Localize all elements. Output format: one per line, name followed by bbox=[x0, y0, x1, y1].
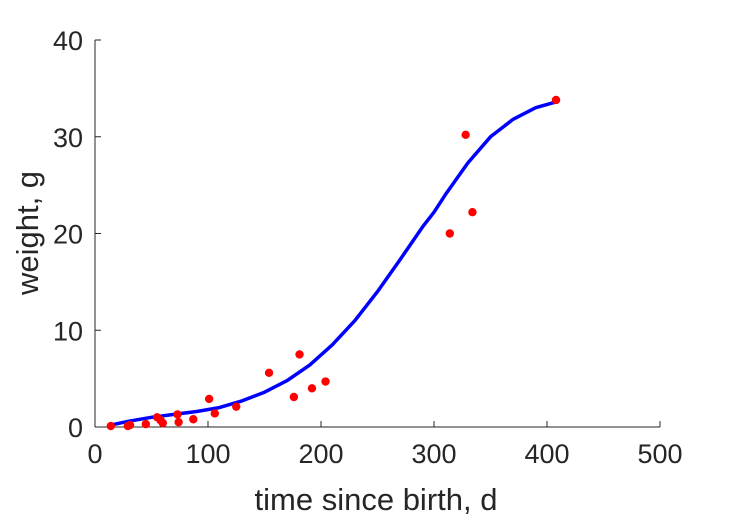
data-point bbox=[232, 402, 241, 411]
data-point bbox=[173, 410, 182, 419]
data-points-group bbox=[106, 95, 561, 431]
fit-curve bbox=[109, 100, 558, 427]
data-point bbox=[125, 420, 135, 430]
data-point bbox=[106, 421, 116, 431]
y-axis-label: weight, g bbox=[10, 171, 45, 296]
y-tick-label: 0 bbox=[68, 413, 83, 443]
data-point bbox=[321, 377, 330, 386]
data-point bbox=[204, 394, 214, 404]
data-point bbox=[461, 130, 470, 140]
ticks: 0 100 200 300 400 500 0 10 20 30 40 bbox=[53, 26, 683, 469]
axes bbox=[94, 40, 660, 428]
y-tick-label: 30 bbox=[53, 123, 83, 153]
data-point bbox=[289, 392, 299, 402]
y-tick-label: 10 bbox=[53, 316, 83, 346]
x-tick-label: 300 bbox=[411, 439, 456, 469]
y-tick-label: 40 bbox=[53, 26, 83, 56]
x-tick-label: 500 bbox=[637, 439, 682, 469]
data-point bbox=[158, 418, 167, 428]
x-tick-label: 0 bbox=[87, 439, 102, 469]
x-axis-label: time since birth, d bbox=[255, 482, 498, 517]
data-point bbox=[468, 208, 477, 217]
data-point bbox=[174, 417, 183, 427]
data-point bbox=[445, 229, 455, 238]
data-point bbox=[141, 419, 151, 429]
y-tick-label: 20 bbox=[53, 220, 83, 250]
x-tick-label: 400 bbox=[524, 439, 569, 469]
data-point bbox=[264, 368, 274, 378]
data-point bbox=[307, 384, 317, 393]
fit-curve-group bbox=[109, 100, 558, 427]
data-point bbox=[210, 409, 219, 418]
data-point bbox=[295, 350, 304, 359]
x-tick-label: 200 bbox=[298, 439, 343, 469]
data-point bbox=[551, 95, 561, 105]
data-point bbox=[189, 415, 198, 424]
x-tick-label: 100 bbox=[185, 439, 230, 469]
